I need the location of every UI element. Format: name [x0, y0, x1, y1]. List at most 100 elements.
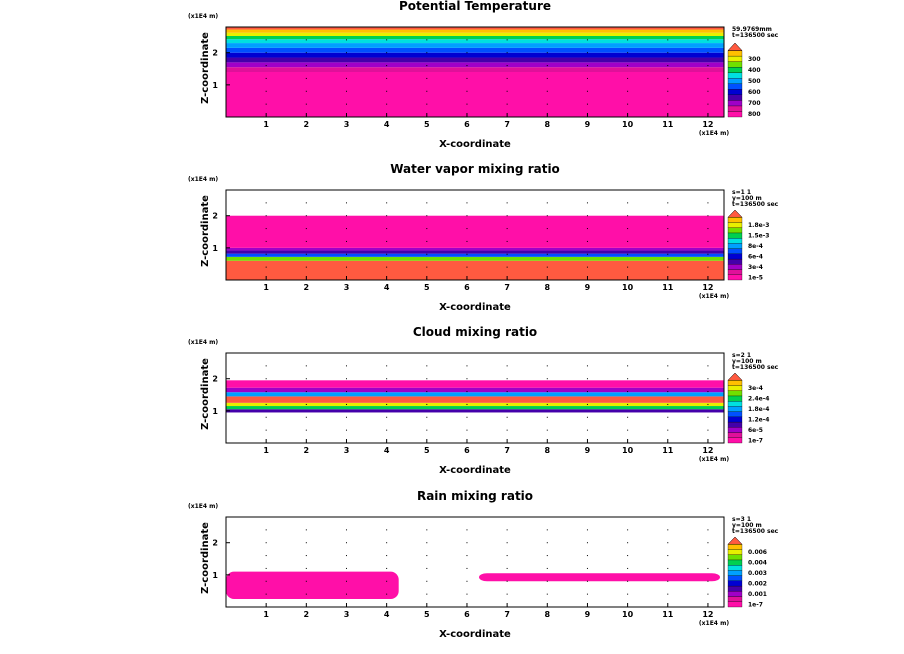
x-tick-label: 7	[504, 610, 510, 619]
grid-dot	[305, 378, 307, 380]
grid-dot	[466, 542, 468, 544]
grid-dot	[466, 202, 468, 204]
grid-dot	[466, 52, 468, 54]
grid-dot	[345, 567, 347, 569]
grid-dot	[546, 65, 548, 67]
legend-label: 1e-7	[748, 601, 763, 608]
grid-dot	[265, 228, 267, 230]
legend-label: 400	[748, 67, 761, 74]
color-bar-swatch	[727, 554, 743, 561]
info-line: t=136500 sec	[732, 201, 779, 208]
legend-label: 300	[748, 56, 761, 63]
info-line: s=2 1	[732, 352, 751, 359]
grid-dot	[627, 65, 629, 67]
grid-dot	[586, 567, 588, 569]
grid-dot	[345, 555, 347, 557]
grid-dot	[506, 529, 508, 531]
color-bar-swatch	[727, 222, 743, 228]
grid-dot	[627, 77, 629, 79]
grid-dot	[345, 65, 347, 67]
grid-dot	[265, 365, 267, 367]
color-bar-swatch	[727, 395, 743, 402]
color-bar-arrow	[727, 372, 743, 381]
grid-dot	[546, 215, 548, 217]
grid-dot	[627, 529, 629, 531]
x-scale-label: (x1E4 m)	[699, 620, 729, 627]
contour-band	[226, 32, 724, 36]
grid-dot	[305, 416, 307, 418]
grid-dot	[265, 266, 267, 268]
color-bar-swatch	[727, 544, 743, 550]
grid-dot	[627, 416, 629, 418]
contour-band	[226, 52, 724, 58]
grid-dot	[546, 403, 548, 405]
legend-label: 1.2e-4	[748, 416, 769, 423]
grid-dot	[466, 416, 468, 418]
y-tick-label: 2	[212, 539, 218, 548]
grid-dot	[667, 202, 669, 204]
x-tick-label: 6	[464, 610, 470, 619]
grid-dot	[265, 240, 267, 242]
grid-dot	[707, 567, 709, 569]
grid-dot	[426, 580, 428, 582]
legend-label: 3e-4	[748, 385, 763, 392]
color-bar-swatch	[727, 105, 743, 112]
grid-dot	[426, 593, 428, 595]
grid-dot	[345, 542, 347, 544]
grid-dot	[667, 391, 669, 393]
grid-dot	[466, 555, 468, 557]
color-bar-swatch	[727, 83, 743, 90]
color-bar-swatch	[727, 258, 743, 265]
legend-label: 6e-4	[748, 253, 763, 260]
grid-dot	[627, 90, 629, 92]
color-bar-swatch	[727, 269, 743, 275]
color-bar-swatch	[727, 61, 743, 68]
grid-dot	[667, 65, 669, 67]
grid-dot	[707, 52, 709, 54]
x-tick-label: 2	[304, 120, 310, 129]
grid-dot	[305, 555, 307, 557]
legend-label: 1.8e-4	[748, 406, 769, 413]
grid-dot	[345, 52, 347, 54]
grid-dot	[265, 403, 267, 405]
contour-band	[226, 247, 724, 251]
grid-dot	[345, 365, 347, 367]
grid-dot	[667, 542, 669, 544]
grid-dot	[426, 253, 428, 255]
grid-dot	[466, 240, 468, 242]
x-tick-label: 1	[263, 120, 269, 129]
grid-dot	[426, 240, 428, 242]
grid-dot	[345, 215, 347, 217]
grid-dot	[386, 90, 388, 92]
grid-dot	[546, 90, 548, 92]
grid-dot	[345, 253, 347, 255]
grid-dot	[586, 403, 588, 405]
color-bar-swatch	[727, 385, 743, 391]
grid-dot	[707, 103, 709, 105]
grid-dot	[386, 580, 388, 582]
grid-dot	[426, 429, 428, 431]
grid-dot	[586, 77, 588, 79]
grid-dot	[265, 77, 267, 79]
grid-dot	[546, 580, 548, 582]
x-tick-label: 8	[545, 120, 551, 129]
x-tick-label: 3	[344, 120, 350, 129]
grid-dot	[345, 391, 347, 393]
grid-dot	[345, 416, 347, 418]
contour-band	[226, 380, 724, 388]
grid-dot	[265, 39, 267, 41]
grid-dot	[305, 567, 307, 569]
color-bar-swatch	[727, 232, 743, 239]
grid-dot	[345, 580, 347, 582]
grid-dot	[627, 555, 629, 557]
grid-dot	[386, 52, 388, 54]
grid-dot	[506, 391, 508, 393]
grid-dot	[265, 215, 267, 217]
legend-label: 700	[748, 100, 761, 107]
info-line: s=3 1	[732, 516, 751, 523]
y-axis-label: Z-coordinate	[200, 195, 211, 267]
grid-dot	[627, 593, 629, 595]
grid-dot	[305, 391, 307, 393]
grid-dot	[386, 416, 388, 418]
grid-dot	[305, 202, 307, 204]
